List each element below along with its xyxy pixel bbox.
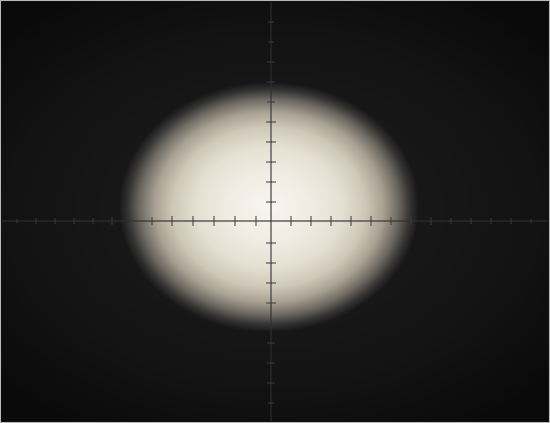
- horizontal-ticks-right: [290, 216, 532, 226]
- vertical-ticks-top: [266, 21, 276, 203]
- horizontal-ticks-left: [16, 216, 257, 226]
- vertical-ticks-bottom: [266, 242, 276, 404]
